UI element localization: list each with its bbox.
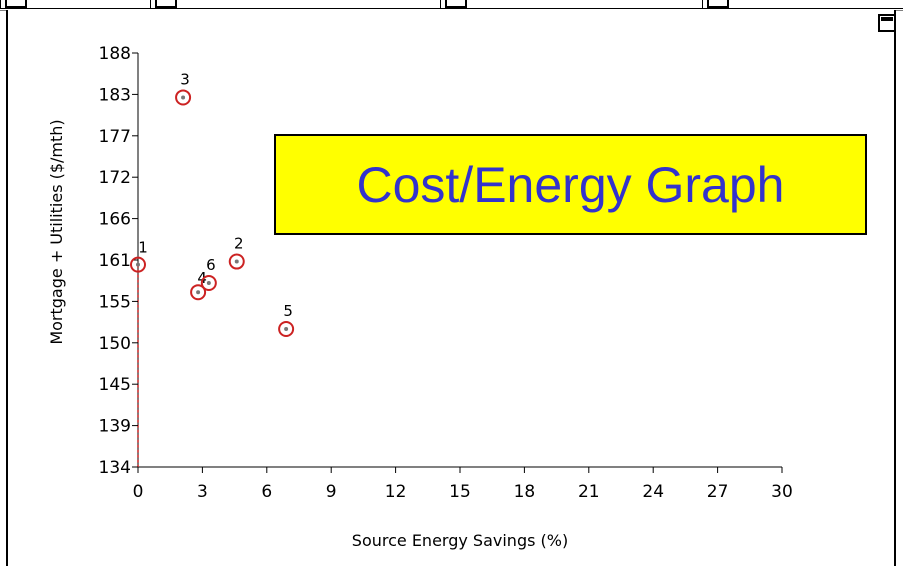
window-tab[interactable] bbox=[702, 0, 903, 9]
data-point-5 bbox=[278, 321, 295, 337]
x-axis-title: Source Energy Savings (%) bbox=[352, 531, 568, 550]
chart-title: Cost/Energy Graph bbox=[356, 156, 785, 213]
data-point-label: 4 bbox=[197, 269, 207, 287]
x-tick-label: 21 bbox=[578, 482, 600, 502]
y-tick-label: 145 bbox=[99, 375, 131, 395]
window-icon bbox=[5, 0, 27, 8]
y-axis-title: Mortgage + Utilities ($/mth) bbox=[47, 119, 66, 344]
x-tick-label: 12 bbox=[385, 482, 407, 502]
x-tick-label: 0 bbox=[133, 482, 144, 502]
window-icon bbox=[155, 0, 177, 8]
data-point-center bbox=[284, 327, 289, 331]
x-tick-label: 27 bbox=[707, 482, 729, 502]
window-icon bbox=[707, 0, 729, 8]
y-tick-label: 155 bbox=[99, 292, 131, 312]
y-tick-label: 177 bbox=[99, 127, 131, 147]
y-tick-label: 183 bbox=[99, 85, 131, 105]
data-point-label: 5 bbox=[283, 302, 293, 320]
y-tick-label: 188 bbox=[99, 44, 131, 64]
y-tick-label: 161 bbox=[99, 251, 131, 271]
data-point-center bbox=[196, 290, 201, 295]
window-icon bbox=[445, 0, 467, 8]
data-point-1 bbox=[130, 256, 146, 273]
x-tick-label: 9 bbox=[326, 482, 337, 502]
graph-window bbox=[6, 10, 896, 566]
data-point-6 bbox=[200, 275, 217, 291]
y-tick-label: 139 bbox=[99, 417, 131, 437]
x-tick-label: 24 bbox=[642, 482, 664, 502]
y-tick-label: 150 bbox=[99, 334, 131, 354]
data-point-label: 3 bbox=[180, 70, 190, 88]
chart-title-box: Cost/Energy Graph bbox=[274, 134, 867, 235]
y-tick-label: 134 bbox=[99, 458, 131, 478]
data-point-label: 6 bbox=[206, 256, 216, 274]
data-point-center bbox=[206, 281, 211, 285]
maximize-button[interactable] bbox=[878, 14, 896, 32]
data-point-2 bbox=[228, 253, 245, 270]
x-tick-label: 30 bbox=[771, 482, 793, 502]
data-point-3 bbox=[175, 89, 192, 106]
x-tick-label: 15 bbox=[449, 482, 471, 502]
x-tick-label: 6 bbox=[261, 482, 272, 502]
data-point-center bbox=[181, 95, 186, 100]
x-tick-label: 18 bbox=[514, 482, 536, 502]
data-point-center bbox=[234, 259, 239, 264]
x-tick-label: 3 bbox=[197, 482, 208, 502]
y-tick-label: 172 bbox=[99, 168, 131, 188]
data-point-label: 1 bbox=[138, 239, 148, 257]
data-point-center bbox=[136, 262, 140, 267]
data-point-label: 2 bbox=[234, 235, 244, 253]
y-tick-label: 166 bbox=[99, 210, 131, 230]
data-point-4 bbox=[190, 284, 207, 301]
